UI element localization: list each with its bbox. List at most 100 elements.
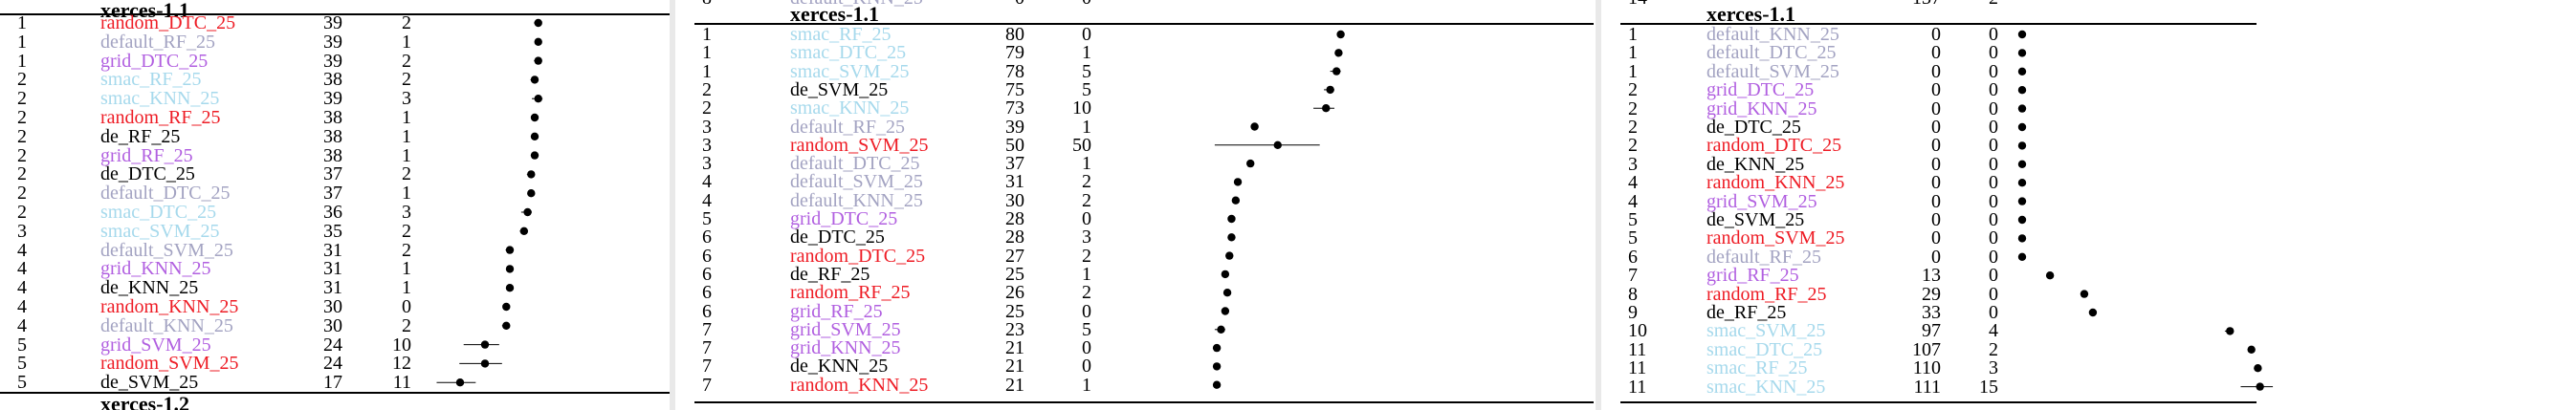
treatment-name: random_DTC_25 (100, 12, 236, 33)
median-cell: 0 (1931, 153, 1941, 175)
iqr-cell: 0 (1989, 227, 1998, 249)
treatment-name: smac_DTC_25 (100, 202, 217, 223)
median-cell: 38 (323, 144, 342, 166)
treatment-name: de_SVM_25 (1706, 209, 1805, 230)
rank-cell: 6 (1628, 246, 1638, 268)
treatment-name: de_KNN_25 (790, 356, 889, 378)
median-dot (1221, 270, 1230, 279)
iqr-cell: 3 (402, 88, 411, 110)
median-dot (534, 18, 542, 28)
iqr-cell: 0 (1989, 135, 1998, 157)
median-dot (505, 284, 515, 292)
median-dot (534, 37, 542, 46)
table-row: 8 random_RF_25 29 0 (1601, 285, 2576, 304)
iqr-cell: 2 (402, 220, 411, 242)
table-row: 6 default_RF_25 0 0 (1601, 248, 2576, 267)
treatment-name: smac_RF_25 (100, 69, 202, 91)
table-row: 1 default_RF_25 39 1 (0, 32, 670, 52)
table-row: 4 default_SVM_25 31 2 (0, 241, 670, 260)
header-rule (694, 23, 1594, 25)
table-row: 5 grid_SVM_25 24 10 (0, 335, 670, 355)
treatment-name: grid_SVM_25 (790, 318, 901, 340)
treatment-name: smac_KNN_25 (1706, 376, 1826, 398)
table-row: 1 grid_DTC_25 39 2 (0, 52, 670, 71)
table-row: 4 random_KNN_25 30 0 (0, 297, 670, 316)
treatment-name: smac_KNN_25 (790, 97, 910, 119)
rank-cell: 11 (1628, 357, 1647, 379)
median-cell: 38 (323, 69, 342, 91)
rank-cell: 1 (17, 31, 27, 53)
footer-rule (0, 392, 670, 394)
table-row: 2 de_SVM_25 75 5 (675, 80, 1596, 99)
median-cell: 31 (323, 239, 342, 261)
iqr-cell: 10 (1072, 97, 1091, 119)
median-cell: 50 (1005, 134, 1024, 156)
median-cell: 21 (1005, 337, 1024, 359)
footer-rule (694, 401, 1594, 403)
rank-cell: 3 (702, 134, 712, 156)
panel-1: xerces-1.1 xerces-1.2 1 random_DTC_25 39 2 1 de… (0, 0, 670, 410)
iqr-cell: 5 (1082, 78, 1091, 100)
table-row: 11 smac_RF_25 110 3 (1601, 358, 2576, 378)
median-dot (2080, 290, 2089, 298)
median-dot (1326, 85, 1334, 95)
median-dot (1212, 343, 1222, 353)
median-dot (2017, 122, 2027, 132)
median-dot (480, 340, 490, 349)
iqr-cell: 0 (1989, 153, 1998, 175)
iqr-cell: 0 (1989, 60, 1998, 82)
median-cell: 28 (1005, 227, 1024, 248)
median-cell: 25 (1005, 263, 1024, 285)
median-dot (527, 189, 536, 198)
median-cell: 25 (1005, 300, 1024, 322)
median-cell: 137 (1883, 0, 1941, 8)
iqr-cell: 2 (402, 239, 411, 261)
table-row: 6 random_RF_25 26 2 (675, 283, 1596, 302)
median-dot (2247, 345, 2256, 354)
rank-cell: 1 (702, 42, 712, 64)
median-cell: 39 (1005, 116, 1024, 138)
table-row-partial: 8 default_KNN_25 0 0 (675, 0, 1596, 8)
median-dot (1246, 159, 1255, 168)
treatment-name: grid_KNN_25 (100, 258, 211, 280)
table-row: 2 de_DTC_25 0 0 (1601, 118, 2576, 137)
rank-cell: 2 (17, 163, 27, 185)
table-row: 5 grid_DTC_25 28 0 (675, 209, 1596, 228)
median-cell: 0 (1931, 172, 1941, 194)
treatment-name: de_RF_25 (790, 263, 870, 285)
rank-cell: 2 (17, 88, 27, 110)
iqr-cell: 2 (1082, 171, 1091, 193)
treatment-name: default_KNN_25 (100, 314, 233, 336)
median-dot (455, 378, 465, 387)
iqr-cell: 2 (1082, 189, 1091, 211)
rank-cell: 7 (1628, 265, 1638, 287)
table-row: 2 grid_RF_25 38 1 (0, 146, 670, 165)
treatment-name: de_DTC_25 (790, 227, 885, 248)
table-row: 3 default_DTC_25 37 1 (675, 154, 1596, 173)
iqr-cell: 0 (1989, 190, 1998, 212)
median-dot (2017, 197, 2027, 205)
median-cell: 30 (1005, 189, 1024, 211)
rank-cell: 11 (1628, 338, 1647, 360)
header-rule (1620, 23, 2257, 25)
iqr-cell: 0 (1989, 283, 1998, 305)
table-row: 1 smac_DTC_25 79 1 (675, 43, 1596, 62)
median-dot (2017, 179, 2027, 187)
rank-cell: 4 (702, 189, 712, 211)
rank-cell: 1 (1628, 42, 1638, 64)
table-row: 4 default_KNN_25 30 2 (675, 191, 1596, 210)
median-cell: 27 (1005, 245, 1024, 267)
table-row: 4 de_KNN_25 31 1 (0, 278, 670, 297)
table-row: 5 de_SVM_25 0 0 (1601, 210, 2576, 229)
table-row: 11 smac_KNN_25 111 15 (1601, 378, 2576, 397)
iqr-cell: 5 (1082, 60, 1091, 82)
rank-cell: 2 (17, 69, 27, 91)
rank-cell: 5 (17, 334, 27, 356)
median-dot (2254, 364, 2262, 373)
treatment-name: default_DTC_25 (100, 183, 231, 205)
rank-cell: 2 (1628, 117, 1638, 138)
table-row: 1 default_SVM_25 0 0 (1601, 62, 2576, 81)
treatment-name: default_SVM_25 (790, 171, 923, 193)
table-row: 1 default_KNN_25 0 0 (1601, 25, 2576, 44)
median-dot (505, 265, 515, 273)
